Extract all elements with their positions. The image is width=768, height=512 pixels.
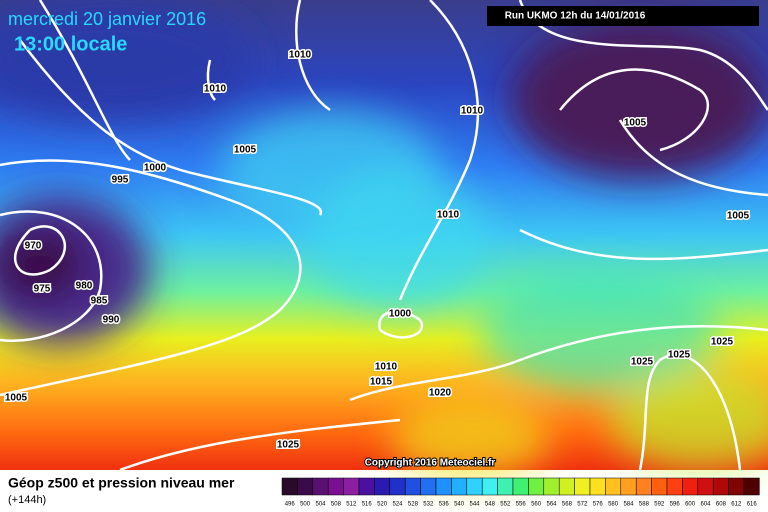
isobar-label: 1025	[277, 440, 300, 451]
scale-swatch	[682, 477, 699, 496]
date: mercredi 20 janvier 2016	[8, 9, 206, 29]
scale-label: 596	[670, 502, 681, 508]
scale-label: 548	[485, 502, 496, 508]
scale-label: 508	[331, 502, 342, 508]
scale-label: 612	[731, 502, 742, 508]
scale-label: 608	[716, 502, 727, 508]
scale-label: 504	[315, 502, 326, 508]
isobar-label: 1010	[461, 106, 484, 117]
isobar-label: 1010	[375, 362, 398, 373]
scale-swatch	[297, 477, 314, 496]
isobar-label: 1005	[624, 118, 647, 129]
scale-swatch	[528, 477, 545, 496]
scale-swatch	[343, 477, 360, 496]
scale-swatch	[451, 477, 468, 496]
scale-swatch	[666, 477, 683, 496]
scale-swatch	[420, 477, 437, 496]
scale-label: 552	[500, 502, 511, 508]
isobars	[0, 0, 768, 470]
scale-label: 524	[392, 502, 403, 508]
scale-swatch	[512, 477, 529, 496]
scale-swatch	[743, 477, 760, 496]
legend-title: Géop z500 et pression niveau mer	[8, 475, 235, 491]
isobar-label: 980	[76, 281, 93, 292]
scale-label: 556	[516, 502, 527, 508]
scale-swatch	[481, 477, 498, 496]
scale-swatch	[281, 477, 298, 496]
isobar-label: 1000	[389, 309, 412, 320]
scale-label: 532	[423, 502, 434, 508]
isobar-label: 1015	[370, 377, 393, 388]
scale-label: 496	[285, 502, 296, 508]
isobar-label: 1010	[204, 84, 227, 95]
scale-swatch	[589, 477, 606, 496]
scale-label: 592	[654, 502, 665, 508]
isobar-label: 995	[112, 175, 129, 186]
scale-label: 520	[377, 502, 388, 508]
scale-label: 536	[439, 502, 450, 508]
isobar-label: 990	[103, 315, 120, 326]
isobar-label: 1010	[289, 50, 312, 61]
scale-label: 516	[362, 502, 373, 508]
scale-swatch	[635, 477, 652, 496]
scale-label: 572	[577, 502, 588, 508]
time: 13:00 locale	[14, 33, 127, 55]
scale-swatch	[543, 477, 560, 496]
scale-label: 564	[546, 502, 557, 508]
copyright: Copyright 2016 Meteociel.fr	[365, 458, 496, 469]
scale-label: 540	[454, 502, 465, 508]
scale-label: 600	[685, 502, 696, 508]
scale-swatch	[466, 477, 483, 496]
scale-swatch	[574, 477, 591, 496]
scale-label: 528	[408, 502, 419, 508]
scale-label: 584	[623, 502, 634, 508]
isobar-label: 1025	[711, 337, 734, 348]
scale-swatch	[404, 477, 421, 496]
isobar-label: 1005	[727, 211, 750, 222]
scale-swatch	[558, 477, 575, 496]
scale-swatch	[389, 477, 406, 496]
isobar-label: 970	[25, 241, 42, 252]
scale-label: 500	[300, 502, 311, 508]
isobar-label: 985	[91, 296, 108, 307]
scale-swatch	[697, 477, 714, 496]
scale-swatch	[712, 477, 729, 496]
isobar-label: 1010	[437, 210, 460, 221]
scale-swatch	[620, 477, 637, 496]
scale-label: 560	[531, 502, 542, 508]
isobar-label: 1025	[668, 350, 691, 361]
scale-label: 568	[562, 502, 573, 508]
scale-swatch	[358, 477, 375, 496]
isobar-label: 1005	[5, 393, 28, 404]
scale-swatch	[728, 477, 745, 496]
isobar-label: 1005	[234, 145, 257, 156]
isobar-label: 975	[34, 284, 51, 295]
scale-label: 580	[608, 502, 619, 508]
run-box	[487, 6, 759, 26]
legend-lead: (+144h)	[8, 494, 46, 506]
scale-label: 544	[469, 502, 480, 508]
scale-label: 588	[639, 502, 650, 508]
scale-swatch	[374, 477, 391, 496]
scale-label: 604	[700, 502, 711, 508]
run-info: Run UKMO 12h du 14/01/2016	[505, 11, 646, 22]
scale-label: 576	[593, 502, 604, 508]
scale-swatch	[327, 477, 344, 496]
scale-label: 616	[747, 502, 758, 508]
isobar-label: 1025	[631, 357, 654, 368]
isobar-label: 1000	[144, 163, 167, 174]
scale-swatch	[651, 477, 668, 496]
scale-label: 512	[346, 502, 357, 508]
scale-swatch	[497, 477, 514, 496]
isobar-label: 1020	[429, 388, 452, 399]
scale-swatch	[605, 477, 622, 496]
scale-swatch	[435, 477, 452, 496]
scale-swatch	[312, 477, 329, 496]
